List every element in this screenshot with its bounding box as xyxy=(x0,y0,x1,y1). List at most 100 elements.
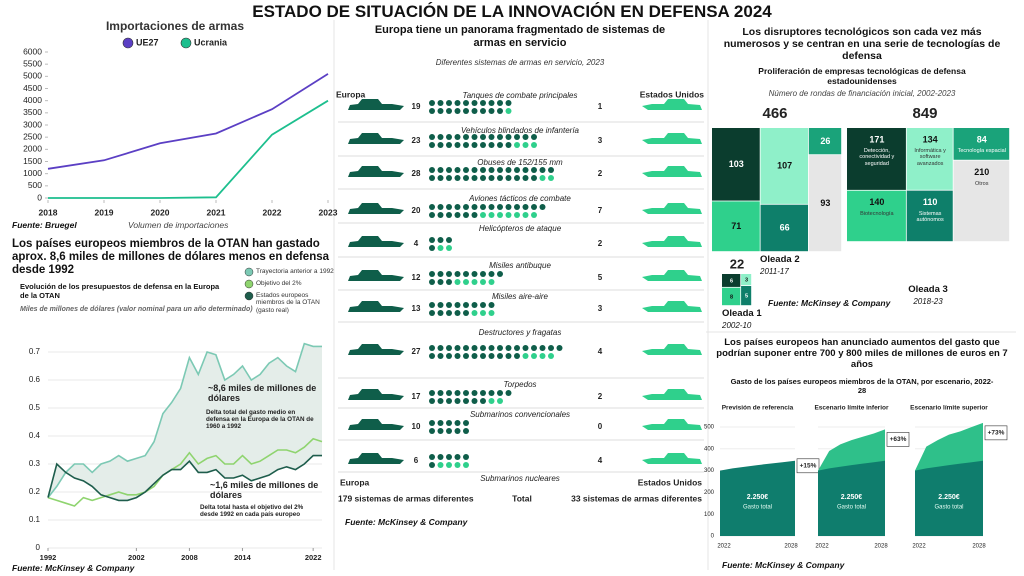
gap-area xyxy=(48,343,322,501)
icon xyxy=(348,166,404,177)
dot xyxy=(505,390,512,396)
dot xyxy=(454,142,461,148)
dot xyxy=(446,108,452,114)
dot-group xyxy=(437,245,452,251)
icon xyxy=(642,203,702,214)
value-label: 12 xyxy=(412,273,421,282)
dot xyxy=(471,390,478,396)
dot xyxy=(429,245,435,251)
dot xyxy=(437,212,444,218)
dot xyxy=(488,142,495,148)
panel-title: Escenario límite inferior xyxy=(814,405,889,412)
y-tick-label: 200 xyxy=(704,490,715,496)
value-label: 4 xyxy=(414,239,419,248)
source: Fuente: McKinsey & Company xyxy=(768,298,891,308)
dot xyxy=(480,345,486,351)
cell-value: 210 xyxy=(974,167,989,177)
treemap-cell xyxy=(722,274,741,287)
value-label: 13 xyxy=(412,304,421,313)
category-label: Tanques de combate principales xyxy=(463,91,578,100)
value-label: 5 xyxy=(598,273,603,282)
legend-label: Estados europeos miembros de la OTAN (ga… xyxy=(256,292,320,314)
y-tick-label: 4000 xyxy=(23,95,42,105)
y-tick-label: 100 xyxy=(704,512,715,518)
y-tick-label: 0 xyxy=(37,192,42,202)
group-period: 2018-23 xyxy=(913,297,943,306)
dot xyxy=(463,353,469,359)
legend-swatch xyxy=(244,279,254,289)
dot-group xyxy=(471,310,495,316)
area-sublabel: Gasto total xyxy=(837,505,866,511)
dot xyxy=(514,353,520,359)
dot xyxy=(539,204,546,210)
y-tick-label: 3500 xyxy=(23,107,42,117)
dot xyxy=(488,271,495,277)
x-tick-label: 2022 xyxy=(717,544,731,550)
dot xyxy=(480,167,486,173)
chart-title: Los países europeos miembros de la OTAN … xyxy=(12,238,330,277)
series-label: Estados Unidos xyxy=(640,89,705,99)
dot xyxy=(497,390,503,396)
y-tick-label: 0.1 xyxy=(29,515,41,524)
dot xyxy=(429,462,435,468)
y-tick-label: 5500 xyxy=(23,58,42,68)
dot xyxy=(522,142,529,148)
icon xyxy=(642,133,702,144)
dot xyxy=(463,279,469,285)
category-label: Destructores y fragatas xyxy=(479,328,562,337)
dot-group xyxy=(454,279,495,285)
value-label: 3 xyxy=(598,304,603,313)
cell-value: 5 xyxy=(745,293,748,299)
dot xyxy=(480,134,486,140)
dot xyxy=(437,428,444,434)
dot xyxy=(471,353,478,359)
dot xyxy=(437,345,444,351)
dot xyxy=(454,390,461,396)
dot xyxy=(454,345,461,351)
dot xyxy=(437,310,444,316)
y-tick-label: 0.4 xyxy=(29,431,41,440)
change-box xyxy=(886,432,910,447)
dot xyxy=(488,390,495,396)
dot xyxy=(480,212,486,218)
dot xyxy=(471,100,478,106)
area xyxy=(720,460,795,536)
dot xyxy=(429,167,435,173)
x-tick-label: 2002 xyxy=(128,553,145,562)
treemap-cell xyxy=(712,201,760,252)
dot xyxy=(531,353,537,359)
x-tick-label: 2022 xyxy=(305,553,322,562)
value-label: 2 xyxy=(598,239,603,248)
dot xyxy=(488,108,495,114)
value-label: 4 xyxy=(598,456,603,465)
group-period: 2011-17 xyxy=(760,267,789,276)
dot xyxy=(539,353,546,359)
dot xyxy=(454,310,461,316)
category-label: Misiles aire-aire xyxy=(492,292,549,301)
change-label: +63% xyxy=(890,436,907,443)
legend-label: Ucrania xyxy=(194,37,228,47)
dot xyxy=(463,175,469,181)
dot-group xyxy=(539,175,554,181)
dot-group xyxy=(514,142,537,148)
dot xyxy=(463,302,469,308)
dot xyxy=(429,454,435,460)
dot xyxy=(471,204,478,210)
dot xyxy=(463,390,469,396)
x-tick-label: 2018 xyxy=(39,207,58,217)
dot xyxy=(463,310,469,316)
value-label: 2 xyxy=(598,392,603,401)
dot xyxy=(446,237,452,243)
dot xyxy=(488,353,495,359)
source: Fuente: McKinsey & Company xyxy=(345,517,468,527)
dot xyxy=(480,398,486,404)
cell-label: Informática y software avanzados xyxy=(914,148,946,167)
dot xyxy=(437,108,444,114)
dot xyxy=(429,302,435,308)
annotation: ~1,6 miles de millones de dólares xyxy=(210,480,319,501)
y-tick-label: 0 xyxy=(36,543,41,552)
line-series xyxy=(48,99,329,199)
dot xyxy=(480,142,486,148)
dot xyxy=(480,302,486,308)
